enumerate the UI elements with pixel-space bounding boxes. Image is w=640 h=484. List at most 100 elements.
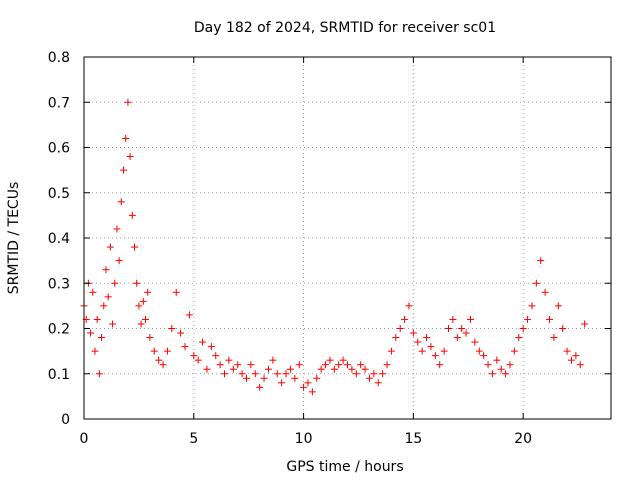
data-point <box>344 361 351 369</box>
data-point <box>93 315 101 323</box>
data-point <box>135 302 143 310</box>
data-point <box>414 338 422 346</box>
data-point <box>550 334 558 342</box>
data-point <box>493 356 501 364</box>
y-tick-label: 0.3 <box>48 276 70 292</box>
data-point <box>528 302 536 310</box>
data-point <box>458 325 466 332</box>
data-point <box>466 315 474 323</box>
x-tick-label: 10 <box>295 431 313 447</box>
data-point <box>124 98 132 106</box>
data-point <box>100 302 108 310</box>
data-point <box>216 361 224 369</box>
y-tick-label: 0.8 <box>48 50 70 66</box>
data-point <box>436 361 444 369</box>
data-point <box>190 352 198 360</box>
data-point <box>273 370 281 378</box>
data-point <box>106 243 114 251</box>
data-point <box>141 315 149 323</box>
data-point <box>559 325 567 332</box>
data-point <box>98 334 106 342</box>
data-point <box>150 347 158 355</box>
data-point <box>111 279 119 287</box>
data-point <box>115 257 123 265</box>
data-point <box>453 334 461 342</box>
x-axis-label: GPS time / hours <box>286 459 403 475</box>
data-point <box>418 347 426 355</box>
data-point <box>387 347 395 355</box>
data-point <box>563 347 571 355</box>
data-point <box>370 370 378 378</box>
data-point <box>104 293 112 301</box>
y-tick-label: 0.6 <box>48 141 70 157</box>
data-point <box>431 352 439 360</box>
data-point <box>449 315 457 323</box>
data-point <box>409 329 417 337</box>
data-point <box>120 166 128 174</box>
data-point <box>247 361 255 369</box>
data-points-layer <box>80 98 589 396</box>
data-point <box>212 352 220 360</box>
data-point <box>488 370 496 378</box>
data-point <box>225 356 233 364</box>
y-tick-label: 0.4 <box>48 231 70 247</box>
data-point <box>361 365 369 373</box>
y-tick-label: 0.1 <box>48 367 70 383</box>
data-point <box>295 361 303 369</box>
y-axis-label: SRMTID / TECUs <box>6 182 22 295</box>
data-point <box>95 370 103 378</box>
data-point <box>440 347 448 355</box>
data-point <box>269 356 277 364</box>
data-point <box>554 302 562 310</box>
data-point <box>126 153 134 161</box>
data-point <box>383 361 391 369</box>
data-point <box>256 383 264 391</box>
data-point <box>497 365 505 373</box>
data-point <box>581 320 589 328</box>
y-tick-label: 0.7 <box>48 95 70 111</box>
data-point <box>109 320 117 328</box>
data-point <box>87 329 95 337</box>
data-point <box>532 279 540 287</box>
data-point <box>541 288 549 296</box>
data-point <box>379 370 387 378</box>
data-point <box>524 315 532 323</box>
data-point <box>506 361 514 369</box>
data-point <box>322 361 330 369</box>
data-point <box>462 329 470 337</box>
data-point <box>445 325 453 332</box>
data-point <box>242 374 250 382</box>
y-tick-label: 0.2 <box>48 322 70 338</box>
data-point <box>168 325 176 332</box>
data-point <box>133 279 141 287</box>
data-point <box>335 361 343 369</box>
data-point <box>423 334 431 342</box>
data-point <box>203 365 211 373</box>
data-point <box>163 347 171 355</box>
data-point <box>144 288 152 296</box>
data-point <box>122 134 130 142</box>
data-point <box>172 288 180 296</box>
data-point <box>304 379 312 387</box>
data-point <box>159 361 167 369</box>
data-point <box>128 211 136 219</box>
data-point <box>567 356 575 364</box>
data-point <box>475 347 483 355</box>
chart-title: Day 182 of 2024, SRMTID for receiver sc0… <box>194 20 496 36</box>
x-tick-label: 5 <box>189 431 198 447</box>
data-point <box>515 334 523 342</box>
data-point <box>317 365 325 373</box>
data-point <box>155 356 163 364</box>
data-point <box>401 315 409 323</box>
data-point <box>207 343 215 351</box>
data-point <box>576 361 584 369</box>
data-point <box>146 334 154 342</box>
data-point <box>131 243 139 251</box>
data-point <box>264 365 272 373</box>
data-point <box>117 198 125 206</box>
ticks-layer: 0 0.1 0.2 0.3 0.4 0.5 0.6 0.7 0.8 0 5 10 15 20 <box>48 50 611 447</box>
data-point <box>396 325 404 332</box>
data-point <box>572 352 580 360</box>
data-point <box>471 338 479 346</box>
data-point <box>137 320 145 328</box>
